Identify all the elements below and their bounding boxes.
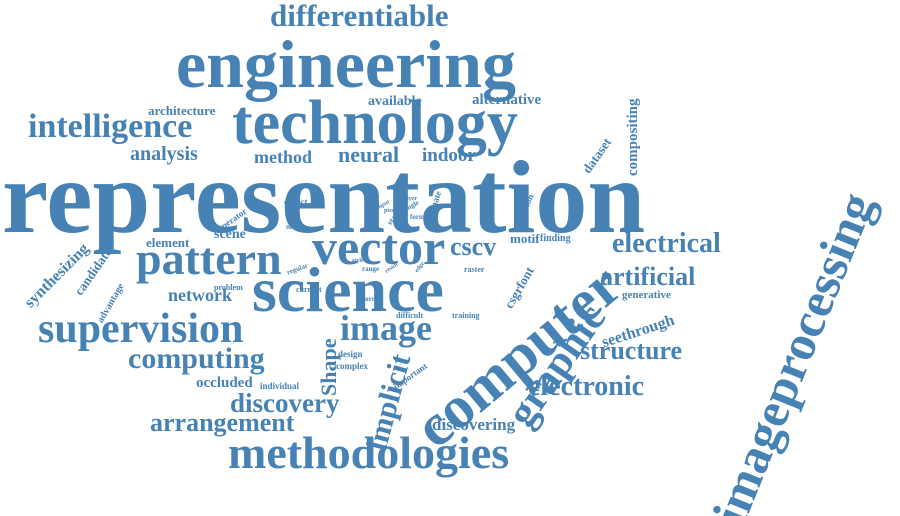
word-arrangement: arrangement [150,408,295,437]
word-image: image [340,308,432,348]
word-discovery: discovery [230,388,340,418]
word-finding: finding [540,233,571,244]
word-problem: problem [214,283,243,292]
word-occluded: occluded [196,375,253,391]
word-structure: structure [580,336,683,365]
word-pixel: pixel [384,208,397,214]
word-pattern: pattern [136,233,282,284]
word-supervision: supervision [38,306,244,352]
word-artificial: artificial [600,262,696,291]
word-neural: neural [338,142,400,167]
word-compositing: compositing [625,98,641,176]
word-difficult: difficult [396,311,424,320]
word-engineering: engineering [176,26,516,102]
word-complex: complex [336,361,368,371]
word-discovering: discovering [432,415,516,434]
word-vector: vector [312,219,446,275]
word-generative: generative [622,289,671,301]
word-layer: layer [404,196,417,202]
word-technology: technology [232,89,518,157]
word-design: design [338,349,363,359]
word-science: science [252,254,444,325]
word-analysis: analysis [130,143,198,165]
word-network: network [168,285,232,305]
word-corner: corner [362,295,382,303]
word-architecture: architecture [148,103,216,118]
word-electrical: electrical [612,228,721,259]
word-intelligence: intelligence [28,108,193,145]
word-computing: computing [128,342,265,375]
word-motif: motif [510,231,540,246]
word-current: current [296,285,322,294]
word-method: method [254,147,312,167]
word-form: form [410,213,425,221]
word-scene: scene [214,227,246,242]
word-methodologies: methodologies [228,427,510,478]
word-available: available [368,94,422,109]
word-element: element [146,235,190,250]
word-object: object [284,197,308,207]
word-training: training [452,311,480,320]
word-indoor: indoor [422,145,476,166]
word-case: case [368,198,379,204]
word-electronic: electronic [528,371,645,402]
word-style: style [352,258,364,264]
word-individual: individual [260,381,300,391]
word-differentiable: differentiable [270,0,449,33]
word-raster: raster [464,265,485,274]
word-model: model [286,223,305,231]
word-imageprocessing: imageprocessing [701,184,885,516]
word-representation: representation [2,140,646,255]
word-range: range [362,265,380,273]
word-alternative: alternative [472,92,542,108]
word-cscv: cscv [450,232,497,261]
